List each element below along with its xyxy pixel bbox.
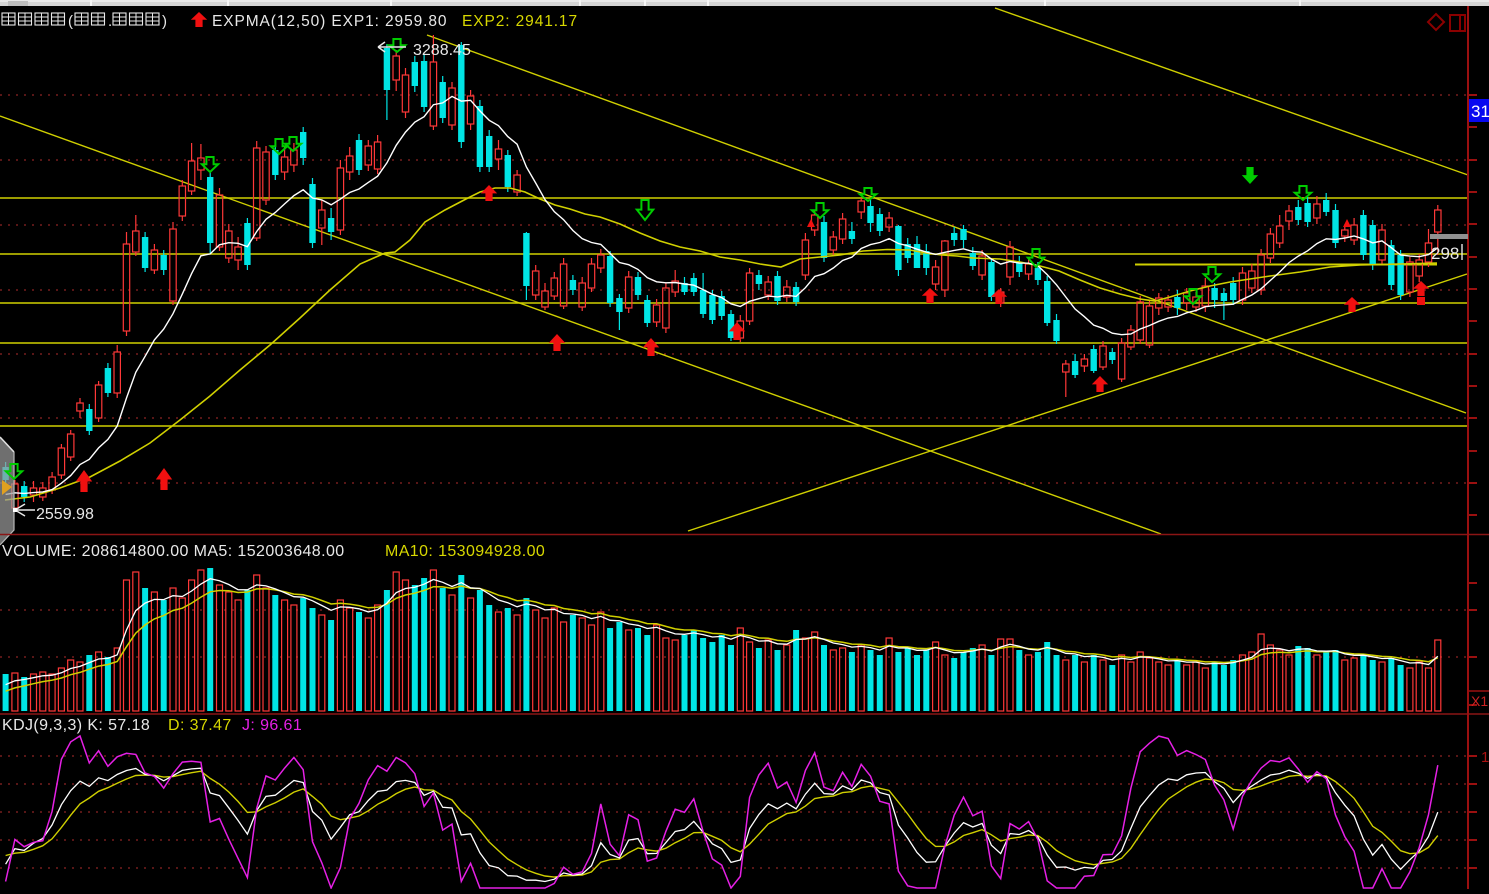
svg-text:MA10: 153094928.00: MA10: 153094928.00	[385, 543, 545, 560]
svg-text:VOLUME: 208614800.00 MA5: 152: VOLUME: 208614800.00 MA5: 152003648.00	[2, 543, 345, 560]
svg-text:1: 1	[1481, 749, 1489, 766]
svg-text:J: 96.61: J: 96.61	[242, 717, 302, 734]
svg-text:(: (	[68, 13, 73, 30]
svg-text:EXPMA(12,50) EXP1: 2959.80: EXPMA(12,50) EXP1: 2959.80	[212, 13, 447, 30]
svg-text:): )	[162, 13, 167, 30]
svg-text:298: 298	[1431, 244, 1459, 263]
svg-text:31: 31	[1471, 102, 1489, 121]
svg-text:X1: X1	[1471, 693, 1488, 709]
svg-text:D: 37.47: D: 37.47	[168, 717, 232, 734]
svg-text:KDJ(9,3,3) K: 57.18: KDJ(9,3,3) K: 57.18	[2, 717, 150, 734]
svg-text:.: .	[108, 13, 112, 30]
svg-text:3288.45: 3288.45	[413, 42, 471, 59]
svg-text:2559.98: 2559.98	[36, 506, 94, 523]
svg-text:EXP2: 2941.17: EXP2: 2941.17	[462, 13, 578, 30]
